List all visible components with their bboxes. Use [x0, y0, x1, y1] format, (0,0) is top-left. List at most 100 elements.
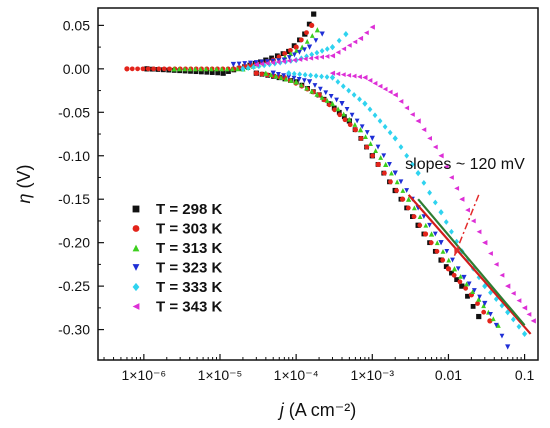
- data-point: [421, 127, 427, 133]
- legend-item: T = 313 K: [132, 240, 222, 257]
- data-point: [346, 87, 352, 94]
- data-point: [304, 38, 310, 44]
- data-point: [247, 60, 253, 66]
- data-point: [286, 55, 292, 60]
- data-point: [427, 135, 433, 141]
- data-point: [332, 107, 338, 113]
- data-point: [493, 322, 499, 328]
- data-point: [459, 283, 465, 289]
- data-point: [145, 66, 151, 72]
- data-point: [253, 60, 259, 65]
- data-point: [337, 112, 343, 118]
- data-point: [470, 304, 476, 309]
- data-point: [203, 66, 209, 72]
- data-point: [329, 70, 336, 76]
- data-point: [286, 70, 292, 77]
- data-point: [399, 196, 406, 202]
- data-point: [259, 59, 265, 65]
- series-5: [240, 30, 528, 338]
- data-point: [369, 24, 375, 30]
- series-2: [124, 22, 493, 324]
- data-point: [263, 70, 269, 76]
- data-point: [449, 228, 454, 235]
- data-point: [306, 44, 313, 50]
- data-point: [167, 66, 172, 72]
- data-point: [421, 180, 427, 186]
- data-point: [404, 152, 410, 159]
- data-point: [417, 214, 423, 219]
- data-point: [302, 71, 308, 78]
- axis-ticks: 1×10⁻⁶ 1×10⁻⁵ 1×10⁻⁴ 1×10⁻³ 0.01 0.1 0.05 0.00 -…: [58, 17, 534, 383]
- data-point: [317, 86, 323, 92]
- data-point: [359, 124, 365, 130]
- data-point: [276, 54, 282, 60]
- data-point: [269, 55, 274, 61]
- data-point: [357, 96, 362, 103]
- data-point: [466, 281, 472, 287]
- data-point: [381, 170, 387, 176]
- data-point: [428, 240, 434, 246]
- data-point: [392, 92, 398, 98]
- data-point: [291, 70, 297, 77]
- data-point: [510, 316, 516, 323]
- data-point: [220, 70, 226, 76]
- data-point: [304, 30, 309, 36]
- data-point: [369, 135, 375, 141]
- data-point: [251, 64, 256, 70]
- data-point: [294, 47, 299, 53]
- y-tick-label: -0.30: [58, 322, 90, 338]
- fit-line: [417, 198, 526, 326]
- data-point: [505, 283, 511, 289]
- data-point: [245, 65, 251, 71]
- data-point: [454, 185, 460, 191]
- data-point: [297, 57, 303, 62]
- data-point: [406, 196, 412, 202]
- data-point: [177, 66, 182, 72]
- data-point: [482, 240, 488, 246]
- data-point: [495, 322, 501, 328]
- y-tick-label: -0.25: [58, 278, 90, 294]
- annotation: slopes ~ 120 mV: [405, 156, 525, 256]
- data-point: [471, 288, 477, 293]
- data-point: [204, 69, 210, 75]
- data-point: [270, 58, 276, 64]
- data-point: [292, 52, 297, 58]
- data-point: [444, 248, 450, 254]
- legend-label: T = 343 K: [156, 299, 222, 316]
- data-point: [415, 118, 421, 124]
- data-point: [382, 86, 388, 92]
- data-point: [482, 300, 488, 307]
- data-point: [336, 37, 342, 44]
- data-point: [363, 30, 369, 36]
- data-point: [463, 285, 469, 291]
- legend-marker: [132, 303, 140, 310]
- x-tick-label: 1×10⁻⁶: [122, 367, 167, 383]
- data-point: [372, 80, 378, 86]
- data-point: [346, 116, 352, 122]
- data-point: [440, 257, 446, 263]
- data-point: [476, 229, 482, 235]
- data-point: [281, 73, 287, 79]
- data-point: [193, 69, 199, 75]
- data-point: [411, 214, 417, 219]
- y-tick-label: -0.05: [58, 104, 90, 120]
- data-point: [455, 266, 461, 272]
- data-point: [296, 76, 302, 82]
- data-point: [341, 114, 347, 120]
- data-point: [306, 79, 313, 85]
- data-point: [398, 99, 404, 104]
- legend-item: T = 343 K: [132, 299, 222, 316]
- data-point: [352, 127, 358, 133]
- data-point: [367, 106, 373, 113]
- data-point: [293, 44, 299, 50]
- data-point: [312, 83, 318, 88]
- legend-label: T = 303 K: [156, 221, 222, 238]
- data-point: [219, 66, 225, 72]
- y-tick-label: -0.15: [58, 191, 90, 207]
- data-point: [329, 53, 336, 59]
- data-point: [319, 54, 324, 60]
- data-point: [432, 199, 438, 206]
- data-point: [253, 61, 259, 68]
- data-point: [335, 106, 341, 112]
- data-point: [309, 33, 315, 38]
